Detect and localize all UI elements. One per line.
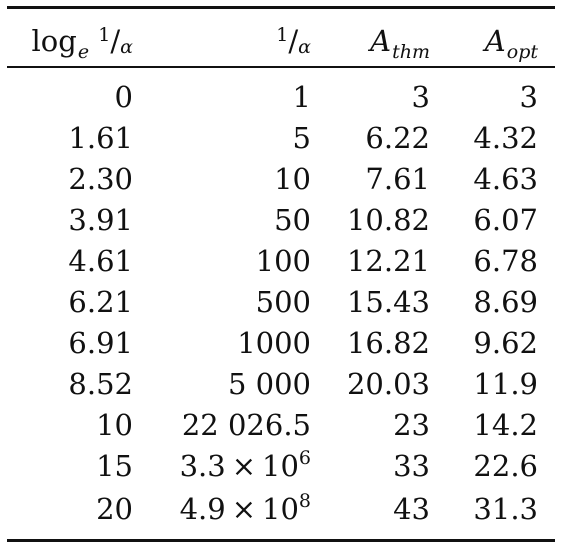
cell-log: 15 — [96, 449, 133, 483]
fraction-denominator: α — [298, 36, 311, 58]
fraction-slash: / — [288, 24, 299, 58]
fraction-denominator: α — [120, 36, 133, 58]
cell-a-thm: 43 — [393, 492, 430, 526]
header-a-opt: Aopt — [484, 21, 538, 63]
inverse-alpha-fraction: 1/α — [276, 24, 311, 58]
cell-a-opt: 6.78 — [473, 244, 538, 278]
table-row: 6.21 500 15.43 8.69 — [0, 282, 564, 323]
table-bottom-rule — [7, 539, 555, 542]
mantissa: 4.9 — [179, 492, 226, 526]
cell-a-opt: 22.6 — [473, 449, 538, 483]
a-symbol: A — [484, 24, 506, 58]
cell-a-thm: 16.82 — [346, 326, 430, 360]
cell-a-thm: 15.43 — [346, 285, 430, 319]
a-symbol: A — [370, 24, 392, 58]
cell-inverse-alpha: 1 — [292, 80, 311, 114]
cell-a-opt: 14.2 — [473, 408, 538, 442]
header-log-inverse-alpha: loge 1/α — [31, 21, 134, 63]
cell-log: 3.91 — [68, 203, 133, 237]
cell-a-thm: 23 — [393, 408, 430, 442]
cell-a-thm: 10.82 — [346, 203, 430, 237]
power-base: 10 — [262, 492, 299, 526]
table-row: 20 4.9 × 108 43 31.3 — [0, 489, 564, 530]
cell-a-opt: 9.62 — [473, 326, 538, 360]
table-row: 1.61 5 6.22 4.32 — [0, 118, 564, 159]
cell-inverse-alpha: 500 — [255, 285, 311, 319]
exponent: 8 — [298, 490, 311, 512]
cell-log: 8.52 — [68, 367, 133, 401]
table-row: 0 1 3 3 — [0, 77, 564, 118]
cell-log: 2.30 — [68, 162, 133, 196]
table-row: 10 22 026.5 23 14.2 — [0, 405, 564, 446]
fraction-numerator: 1 — [276, 24, 289, 46]
cell-a-opt: 4.32 — [473, 121, 538, 155]
table-row: 8.52 5 000 20.03 11.9 — [0, 364, 564, 405]
cell-log: 10 — [96, 408, 133, 442]
thm-subscript: thm — [392, 41, 430, 63]
cell-a-thm: 33 — [393, 449, 430, 483]
cell-a-opt: 3 — [519, 80, 538, 114]
table-row: 3.91 50 10.82 6.07 — [0, 200, 564, 241]
power-base: 10 — [262, 449, 299, 483]
cell-a-opt: 4.63 — [473, 162, 538, 196]
table-header-rule — [7, 66, 555, 68]
cell-log: 1.61 — [68, 121, 133, 155]
cell-inverse-alpha: 22 026.5 — [181, 408, 311, 442]
cell-inverse-alpha: 1000 — [237, 326, 311, 360]
table-row: 4.61 100 12.21 6.78 — [0, 241, 564, 282]
cell-log: 4.61 — [68, 244, 133, 278]
fraction-numerator: 1 — [98, 24, 111, 46]
cell-a-opt: 11.9 — [473, 367, 538, 401]
cell-inverse-alpha: 50 — [274, 203, 311, 237]
cell-inverse-alpha: 4.9 × 108 — [180, 489, 311, 530]
cell-a-thm: 20.03 — [346, 367, 430, 401]
header-a-thm: Athm — [370, 21, 430, 63]
header-inverse-alpha: 1/α — [276, 21, 311, 62]
times-sign: × — [231, 449, 256, 483]
cell-log: 6.91 — [68, 326, 133, 360]
table-row: 2.30 10 7.61 4.63 — [0, 159, 564, 200]
cell-log: 6.21 — [68, 285, 133, 319]
cell-inverse-alpha: 10 — [274, 162, 311, 196]
inverse-alpha-fraction: 1/α — [98, 24, 133, 58]
cell-inverse-alpha: 3.3 × 106 — [180, 446, 311, 487]
cell-a-thm: 12.21 — [346, 244, 430, 278]
cell-a-thm: 3 — [411, 80, 430, 114]
cell-log: 20 — [96, 492, 133, 526]
cell-log: 0 — [114, 80, 133, 114]
cell-a-thm: 7.61 — [365, 162, 430, 196]
cell-a-opt: 6.07 — [473, 203, 538, 237]
table-header-row: loge 1/α 1/α Athm Aopt — [0, 21, 564, 63]
table-row: 15 3.3 × 106 33 22.6 — [0, 446, 564, 487]
times-sign: × — [231, 492, 256, 526]
cell-a-thm: 6.22 — [365, 121, 430, 155]
cell-inverse-alpha: 100 — [255, 244, 311, 278]
cell-a-opt: 8.69 — [473, 285, 538, 319]
mantissa: 3.3 — [179, 449, 226, 483]
table-top-rule — [7, 6, 555, 9]
fraction-slash: / — [110, 24, 121, 58]
log-base-subscript: e — [77, 41, 90, 63]
opt-subscript: opt — [506, 41, 538, 63]
cell-a-opt: 31.3 — [473, 492, 538, 526]
cell-inverse-alpha: 5 — [292, 121, 311, 155]
table-row: 6.91 1000 16.82 9.62 — [0, 323, 564, 364]
cell-inverse-alpha: 5 000 — [227, 367, 311, 401]
log-text: log — [31, 24, 77, 58]
exponent: 6 — [298, 447, 311, 469]
